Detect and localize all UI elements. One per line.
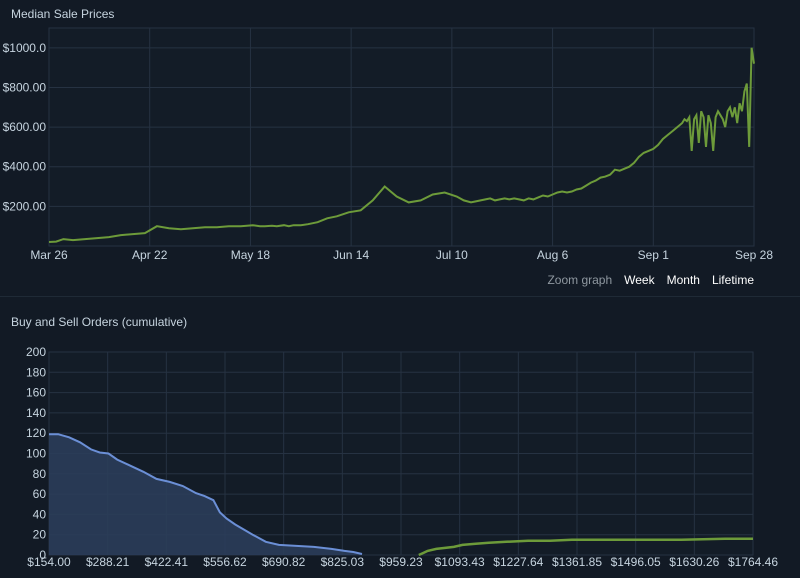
y-tick-label: $1000.0 (3, 41, 47, 55)
zoom-week-button[interactable]: Week (624, 273, 655, 287)
y-tick-label: 40 (33, 507, 47, 521)
y-tick-label: 120 (26, 426, 46, 440)
x-tick-label: $959.23 (379, 555, 423, 569)
x-tick-label: Apr 22 (132, 248, 168, 262)
x-tick-label: $1764.46 (728, 555, 778, 569)
section-divider (0, 296, 800, 297)
y-tick-label: $400.00 (3, 160, 47, 174)
x-tick-label: $825.03 (321, 555, 365, 569)
y-tick-label: 160 (26, 386, 46, 400)
x-tick-label: Jul 10 (436, 248, 468, 262)
buy-orders-area (49, 434, 362, 555)
median-chart-title: Median Sale Prices (11, 7, 115, 21)
x-tick-label: $1227.64 (493, 555, 543, 569)
x-tick-label: $288.21 (86, 555, 130, 569)
zoom-month-button[interactable]: Month (666, 273, 700, 287)
x-tick-label: Sep 28 (735, 248, 773, 262)
zoom-lifetime-button[interactable]: Lifetime (711, 273, 754, 287)
y-tick-label: $200.00 (3, 199, 47, 213)
x-tick-label: $154.00 (27, 555, 71, 569)
x-tick-label: $556.62 (203, 555, 247, 569)
y-tick-label: $600.00 (3, 120, 47, 134)
y-tick-label: 80 (33, 467, 47, 481)
y-tick-label: 200 (26, 345, 46, 359)
x-tick-label: $690.82 (262, 555, 306, 569)
x-tick-label: May 18 (231, 248, 271, 262)
y-tick-label: 140 (26, 406, 46, 420)
x-tick-label: $1361.85 (552, 555, 602, 569)
y-tick-label: 20 (33, 528, 47, 542)
y-tick-label: 100 (26, 447, 46, 461)
x-tick-label: $1093.43 (435, 555, 485, 569)
x-tick-label: $1630.26 (669, 555, 719, 569)
zoom-bar: Zoom graph Week Month Lifetime (547, 273, 754, 287)
median-price-line (48, 47, 755, 243)
zoom-label: Zoom graph (547, 273, 613, 287)
x-tick-label: $422.41 (145, 555, 189, 569)
x-tick-label: Mar 26 (30, 248, 68, 262)
y-tick-label: 0 (39, 548, 46, 562)
y-tick-label: 180 (26, 365, 46, 379)
x-tick-label: $1496.05 (611, 555, 661, 569)
orders-chart-title: Buy and Sell Orders (cumulative) (11, 315, 188, 329)
x-tick-label: Aug 6 (537, 248, 569, 262)
y-tick-label: $800.00 (3, 80, 47, 94)
sell-orders-line (418, 537, 753, 557)
x-tick-label: Sep 1 (638, 248, 670, 262)
buy-orders-line (49, 433, 363, 555)
x-tick-label: Jun 14 (333, 248, 369, 262)
y-tick-label: 60 (33, 487, 47, 501)
plot-area (48, 351, 754, 556)
plot-area (48, 27, 755, 247)
